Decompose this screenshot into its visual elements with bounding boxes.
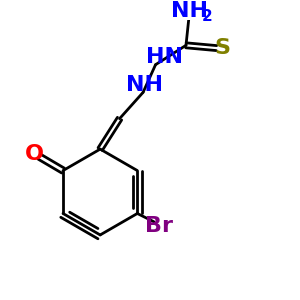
Text: Br: Br bbox=[146, 217, 173, 236]
Text: HN: HN bbox=[146, 47, 183, 67]
Text: O: O bbox=[25, 144, 44, 164]
Text: NH: NH bbox=[171, 1, 208, 21]
Text: NH: NH bbox=[126, 75, 163, 94]
Text: S: S bbox=[214, 38, 230, 58]
Text: 2: 2 bbox=[201, 9, 212, 24]
